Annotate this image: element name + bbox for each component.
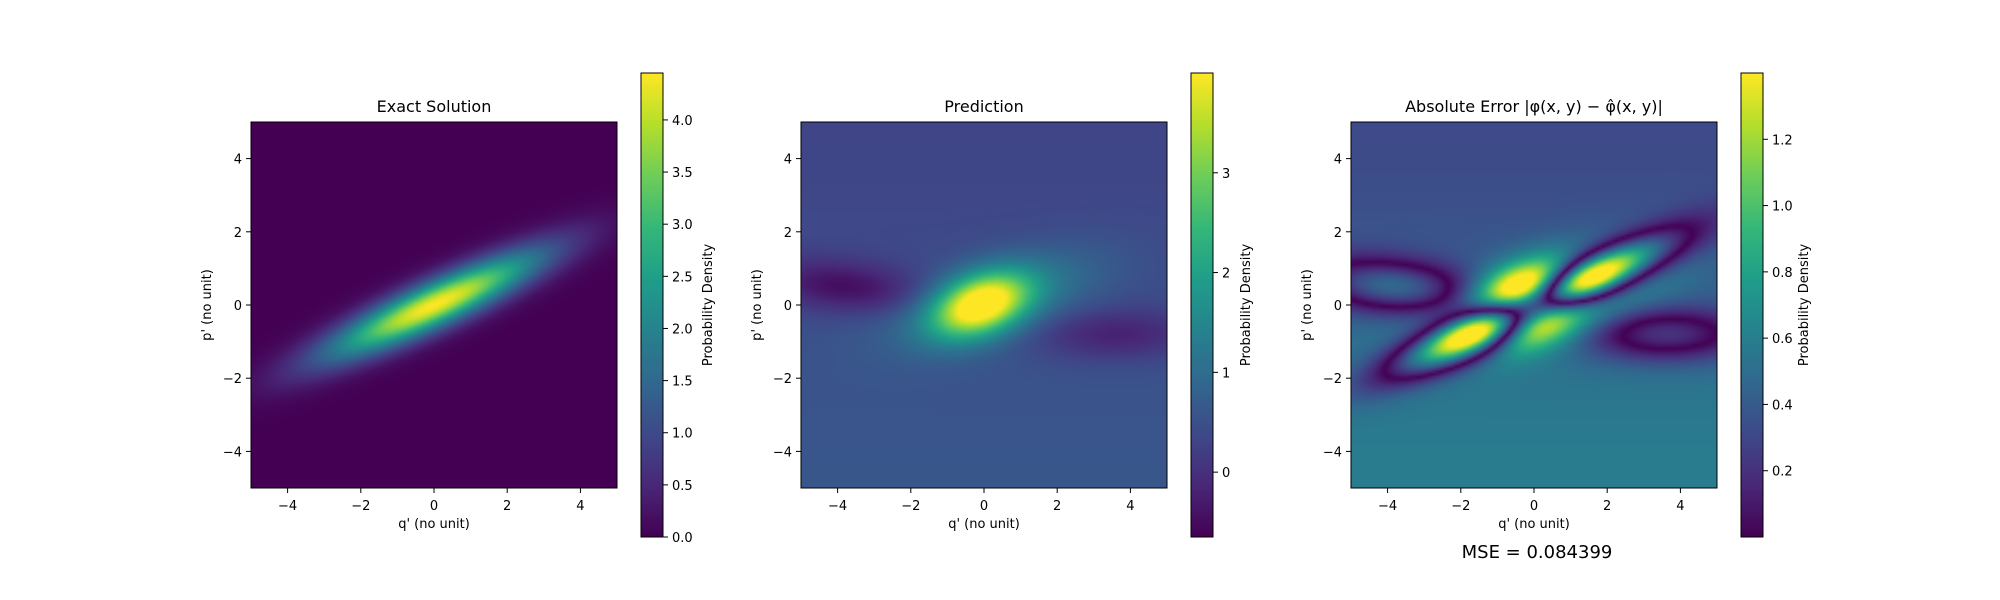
colorbar-tick-label: 2 — [1222, 267, 1230, 282]
x-tick-label: −4 — [828, 499, 847, 514]
x-tick-label: 2 — [1053, 499, 1061, 514]
colorbar-gradient — [1191, 73, 1213, 537]
x-axis-label: q' (no unit) — [398, 517, 470, 532]
x-tick-label: 4 — [1126, 499, 1134, 514]
y-tick-label: −2 — [773, 372, 792, 387]
colorbar-ticks: 0.2 0.4 0.6 0.8 1.0 1.2 — [1763, 133, 1793, 480]
colorbar-tick-label: 0.5 — [672, 479, 693, 494]
colorbar-tick-label: 1.5 — [672, 375, 693, 390]
colorbar-tick-label: 0.0 — [672, 531, 693, 546]
y-axis: −4 −2 0 2 4 — [773, 153, 801, 460]
colorbar-gradient — [1741, 73, 1763, 537]
y-axis-label: p' (no unit) — [750, 269, 765, 341]
y-axis-label: p' (no unit) — [1300, 269, 1315, 341]
colorbar-frame — [1190, 72, 1214, 538]
x-tick-label: 2 — [503, 499, 511, 514]
colorbar-tick-label: 3 — [1222, 167, 1230, 182]
y-tick-label: 4 — [1334, 153, 1342, 168]
y-tick-label: −4 — [1323, 445, 1342, 460]
y-tick-label: 4 — [784, 153, 792, 168]
x-tick-label: −2 — [351, 499, 370, 514]
colorbar-tick-label: 1.0 — [672, 427, 693, 442]
y-tick-label: −4 — [223, 445, 242, 460]
colorbar-tick-label: 0.2 — [1772, 465, 1793, 480]
y-tick-label: 0 — [784, 299, 792, 314]
x-tick-label: −4 — [1378, 499, 1397, 514]
x-axis: −4 −2 0 2 4 — [278, 488, 585, 514]
x-tick-label: −2 — [901, 499, 920, 514]
colorbar-label: Probability Density — [1239, 244, 1254, 367]
colorbar-tick-label: 0.8 — [1772, 266, 1793, 281]
x-tick-label: 4 — [576, 499, 584, 514]
colorbar-gradient — [641, 73, 663, 537]
colorbar-tick-label: 3.5 — [672, 166, 693, 181]
y-axis-label: p' (no unit) — [200, 269, 215, 341]
panel-title: Exact Solution — [377, 97, 492, 116]
x-tick-label: 4 — [1676, 499, 1684, 514]
heatmap-image — [1351, 122, 1717, 488]
x-tick-label: 0 — [430, 499, 438, 514]
x-axis: −4 −2 0 2 4 — [828, 488, 1135, 514]
mse-readout: MSE = 0.084399 — [1462, 542, 1613, 563]
colorbar-ticks: 0 1 2 3 — [1213, 167, 1230, 481]
colorbar-ticks: 0.0 0.5 1.0 1.5 2.0 2.5 3.0 3.5 4.0 — [663, 114, 693, 546]
y-tick-label: 0 — [1334, 299, 1342, 314]
x-axis-label: q' (no unit) — [948, 517, 1020, 532]
x-tick-label: 0 — [980, 499, 988, 514]
y-tick-label: −4 — [773, 445, 792, 460]
y-tick-label: 0 — [234, 299, 242, 314]
colorbar-tick-label: 1.0 — [1772, 200, 1793, 215]
heatmap-image — [801, 122, 1167, 488]
y-tick-label: 2 — [234, 226, 242, 241]
x-axis: −4 −2 0 2 4 — [1378, 488, 1685, 514]
x-tick-label: −2 — [1451, 499, 1470, 514]
colorbar-tick-label: 0.4 — [1772, 398, 1793, 413]
colorbar-frame — [640, 72, 664, 538]
colorbar-tick-label: 1 — [1222, 366, 1230, 381]
y-tick-label: −2 — [1323, 372, 1342, 387]
x-tick-label: 2 — [1603, 499, 1611, 514]
y-axis: −4 −2 0 2 4 — [1323, 153, 1351, 460]
colorbar-tick-label: 2.5 — [672, 270, 693, 285]
y-tick-label: 4 — [234, 153, 242, 168]
y-tick-label: 2 — [1334, 226, 1342, 241]
colorbar-tick-label: 2.0 — [672, 322, 693, 337]
colorbar-tick-label: 4.0 — [672, 114, 693, 129]
x-axis-label: q' (no unit) — [1498, 517, 1570, 532]
panel-exact-solution: Exact Solution −4 −2 0 2 4 −4 −2 0 2 4 q' (no un… — [200, 72, 716, 546]
y-tick-label: 2 — [784, 226, 792, 241]
colorbar-frame — [1740, 72, 1764, 538]
panel-title: Prediction — [944, 97, 1023, 116]
colorbar-label: Probability Density — [701, 244, 716, 367]
colorbar-tick-label: 3.0 — [672, 218, 693, 233]
colorbar-label: Probability Density — [1797, 244, 1812, 367]
panel-absolute-error: Absolute Error |φ(x, y) − φ̂(x, y)| −4 −2… — [1300, 72, 1812, 563]
colorbar-tick-label: 0.6 — [1772, 332, 1793, 347]
x-tick-label: −4 — [278, 499, 297, 514]
panel-title: Absolute Error |φ(x, y) − φ̂(x, y)| — [1405, 97, 1663, 116]
x-tick-label: 0 — [1530, 499, 1538, 514]
y-tick-label: −2 — [223, 372, 242, 387]
colorbar-tick-label: 0 — [1222, 466, 1230, 481]
colorbar-tick-label: 1.2 — [1772, 133, 1793, 148]
heatmap-image — [251, 122, 617, 488]
y-axis: −4 −2 0 2 4 — [223, 153, 251, 460]
